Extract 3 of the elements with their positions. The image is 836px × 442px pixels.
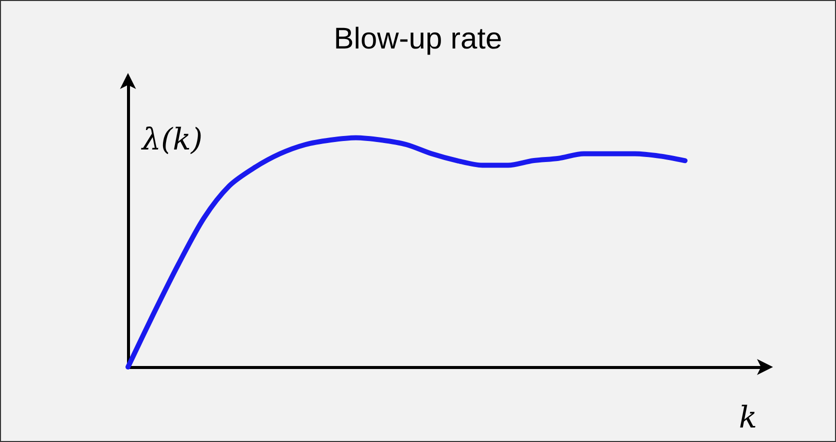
y-axis-title: λ(k) <box>141 122 203 158</box>
x-axis-title: k <box>738 400 758 436</box>
chart-title: Blow-up rate <box>334 22 502 56</box>
